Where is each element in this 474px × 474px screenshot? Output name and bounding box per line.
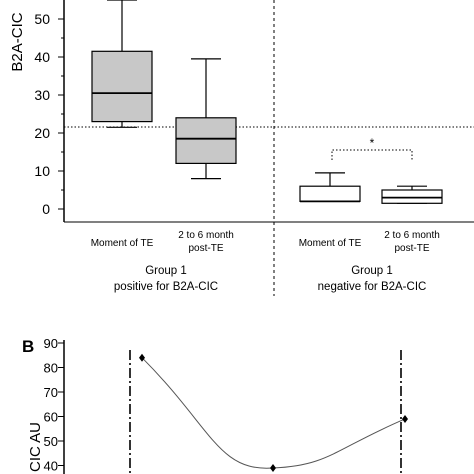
panel-b-label: B bbox=[22, 337, 34, 356]
y-tick-label: 40 bbox=[44, 459, 58, 474]
y-tick-label: 80 bbox=[44, 361, 58, 376]
y-tick-label: 20 bbox=[34, 125, 50, 141]
x-tick-label-line2: post-TE bbox=[394, 243, 429, 254]
significance-bracket bbox=[331, 149, 413, 160]
group-label-line1: Group 1 bbox=[145, 265, 187, 277]
y-axis-label: CIC AU bbox=[27, 422, 44, 472]
box-body bbox=[299, 185, 361, 202]
x-tick-label-line1: 2 to 6 month bbox=[178, 230, 234, 241]
x-tick-labels: Moment of TE 2 to 6 month post-TE Moment of… bbox=[91, 230, 440, 254]
y-tick-label: 10 bbox=[34, 163, 50, 179]
y-tick-label: 40 bbox=[34, 49, 50, 65]
box-2 bbox=[175, 58, 237, 180]
data-point-diamond bbox=[139, 353, 145, 362]
group-label-line2: negative for B2A-CIC bbox=[318, 281, 427, 293]
x-tick-label-line1: Moment of TE bbox=[91, 238, 154, 249]
group-label-line1: Group 1 bbox=[351, 265, 393, 277]
y-tick-label: 30 bbox=[34, 87, 50, 103]
x-tick-label-line2: post-TE bbox=[188, 243, 223, 254]
data-point-diamond bbox=[402, 414, 408, 423]
box-body bbox=[175, 117, 237, 165]
y-tick-label: 0 bbox=[42, 201, 50, 217]
boxes bbox=[91, 0, 443, 204]
y-ticks: 40 50 60 70 80 90 bbox=[44, 336, 64, 474]
panel-a-box-plot: 0 10 20 30 40 50 B2A-CIC * Moment of TE 2 to 6… bbox=[9, 0, 474, 296]
y-tick-label: 50 bbox=[34, 11, 50, 27]
x-tick-label-line1: 2 to 6 month bbox=[384, 230, 440, 241]
data-point-diamond bbox=[270, 463, 276, 472]
y-tick-label: 60 bbox=[44, 410, 58, 425]
y-tick-label: 70 bbox=[44, 385, 58, 400]
y-axis-label: B2A-CIC bbox=[9, 12, 26, 71]
y-ticks: 0 10 20 30 40 50 bbox=[34, 11, 64, 217]
y-tick-label: 50 bbox=[44, 434, 58, 449]
box-body bbox=[381, 189, 443, 204]
y-tick-label: 90 bbox=[44, 336, 58, 351]
box-4 bbox=[381, 185, 443, 204]
group-label-line2: positive for B2A-CIC bbox=[114, 281, 218, 293]
series-points bbox=[139, 353, 408, 472]
box-1 bbox=[91, 0, 153, 128]
group-labels: Group 1 positive for B2A-CIC Group 1 negati… bbox=[114, 265, 426, 293]
x-tick-label-line1: Moment of TE bbox=[299, 238, 362, 249]
panel-b-line-chart: B 40 50 60 70 80 90 CIC AU bbox=[22, 336, 408, 474]
box-3 bbox=[299, 172, 361, 203]
box-body bbox=[91, 50, 153, 123]
series-curve bbox=[141, 357, 406, 469]
significance-marker: * bbox=[370, 136, 375, 150]
